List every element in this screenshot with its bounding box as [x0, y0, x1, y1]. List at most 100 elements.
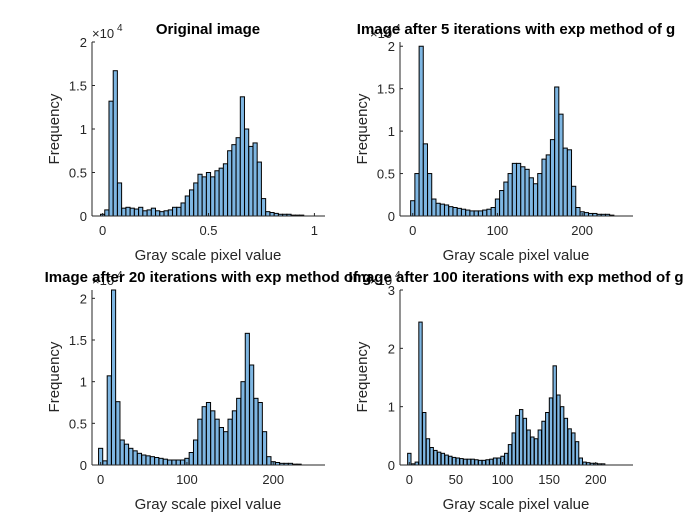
histogram-bar [108, 100, 114, 217]
histogram-bar [444, 204, 450, 217]
histogram-bar [496, 457, 501, 466]
histogram-bar [184, 195, 190, 217]
histogram-bar [481, 459, 487, 466]
y-exponent: 4 [117, 270, 123, 281]
histogram-bar [205, 172, 212, 217]
histogram-bar [503, 181, 509, 217]
histogram-bar [511, 162, 517, 217]
y-exponent: 4 [117, 23, 123, 34]
histogram-bar [231, 144, 237, 217]
histogram-bar [526, 429, 531, 466]
histogram-bar [532, 183, 539, 217]
histogram-bar [201, 176, 207, 217]
histogram-bar [121, 207, 127, 217]
axes-frame: 0 50 100 150 200 0 1 2 3 [388, 283, 633, 487]
histogram-bar [248, 145, 254, 217]
y-axis-label: Frequency [46, 341, 63, 412]
y-tick-label: 2 [388, 341, 395, 356]
y-tick-label: 2 [388, 39, 395, 54]
histogram-bar [414, 173, 420, 217]
histogram-bar [188, 452, 194, 466]
histogram-bar [466, 458, 472, 466]
subplot-title: Image after 5 iterations with exp method… [357, 21, 675, 38]
histogram-bar [566, 149, 573, 217]
histogram-bar [425, 438, 431, 466]
x-axis-label: Gray scale pixel value [135, 496, 282, 513]
histogram-bar [111, 289, 117, 466]
histogram-bar [456, 207, 462, 217]
histogram-bar [554, 86, 560, 217]
histogram-bar [567, 428, 572, 466]
histogram-bar [227, 418, 233, 466]
histogram-bar [158, 457, 164, 466]
histogram-bar [193, 182, 199, 217]
histogram-bar [520, 166, 526, 217]
subplot-5-iterations: 0 100 200 0 0.5 1 1.5 2 ×10 4 Image after 5 ite… [354, 21, 675, 264]
histogram-bar [210, 176, 216, 217]
histogram-bar [469, 210, 475, 217]
y-tick-label: 0.5 [69, 416, 87, 431]
x-tick-label: 0 [99, 223, 106, 238]
subplot-100-iterations: 0 50 100 150 200 0 1 2 3 ×10 4 Image after 100 i… [348, 269, 683, 513]
x-tick-label: 200 [585, 472, 607, 487]
histogram-bars [407, 321, 606, 466]
histogram-bar [429, 447, 434, 466]
histogram-bar [571, 432, 576, 466]
histogram-bar [253, 397, 259, 466]
histogram-bar [440, 452, 446, 466]
x-tick-label: 200 [262, 472, 284, 487]
x-axis-label: Gray scale pixel value [443, 496, 590, 513]
histogram-bar [515, 414, 520, 466]
histogram-bar [431, 198, 437, 217]
histogram-bar [265, 211, 271, 217]
histogram-bar [119, 439, 125, 466]
histogram-bar [146, 209, 152, 217]
histogram-bar [489, 458, 494, 466]
histogram-bar [583, 212, 589, 217]
histogram-bar [197, 418, 203, 466]
histogram-bar [473, 210, 479, 217]
x-tick-label: 0 [406, 472, 413, 487]
histogram-bar [132, 450, 138, 466]
y-tick-label: 2 [80, 35, 87, 50]
histogram-bar [256, 161, 262, 217]
x-axis-label: Gray scale pixel value [135, 247, 282, 264]
y-exponent: 4 [395, 23, 401, 34]
histogram-bar [470, 458, 475, 466]
histogram-bars [100, 70, 305, 217]
histogram-bar [486, 208, 492, 217]
y-tick-label: 0 [80, 458, 87, 473]
histogram-bar [528, 177, 534, 217]
histogram-bar [552, 365, 557, 466]
histogram-bar [154, 457, 160, 466]
y-tick-label: 0.5 [69, 166, 87, 181]
x-tick-label: 1 [311, 223, 318, 238]
histogram-bar [218, 427, 225, 466]
histogram-bar [145, 455, 151, 466]
y-tick-label: 1 [388, 124, 395, 139]
histogram-bar [235, 137, 241, 217]
histogram-bars [98, 289, 302, 466]
histogram-bar [138, 206, 144, 217]
y-tick-label: 0 [80, 209, 87, 224]
histogram-bar [180, 459, 186, 466]
histogram-bar [163, 210, 169, 217]
y-exponent-base: ×10 [370, 273, 392, 288]
histogram-bar [205, 402, 212, 466]
y-tick-label: 3 [388, 283, 395, 298]
histogram-bar [418, 45, 424, 217]
histogram-bar [249, 364, 255, 466]
histogram-bar [214, 418, 220, 466]
histogram-bar [537, 173, 543, 217]
histogram-bar [266, 456, 272, 466]
histogram-bar [150, 207, 157, 217]
histogram-bar [171, 459, 177, 466]
histogram-bar [240, 381, 246, 466]
y-tick-label: 1.5 [377, 82, 395, 97]
histogram-bar [558, 113, 564, 217]
histogram-bar [460, 208, 467, 217]
histogram-bar [197, 173, 203, 217]
histogram-bar [444, 454, 449, 466]
y-exponent-base: ×10 [92, 273, 114, 288]
